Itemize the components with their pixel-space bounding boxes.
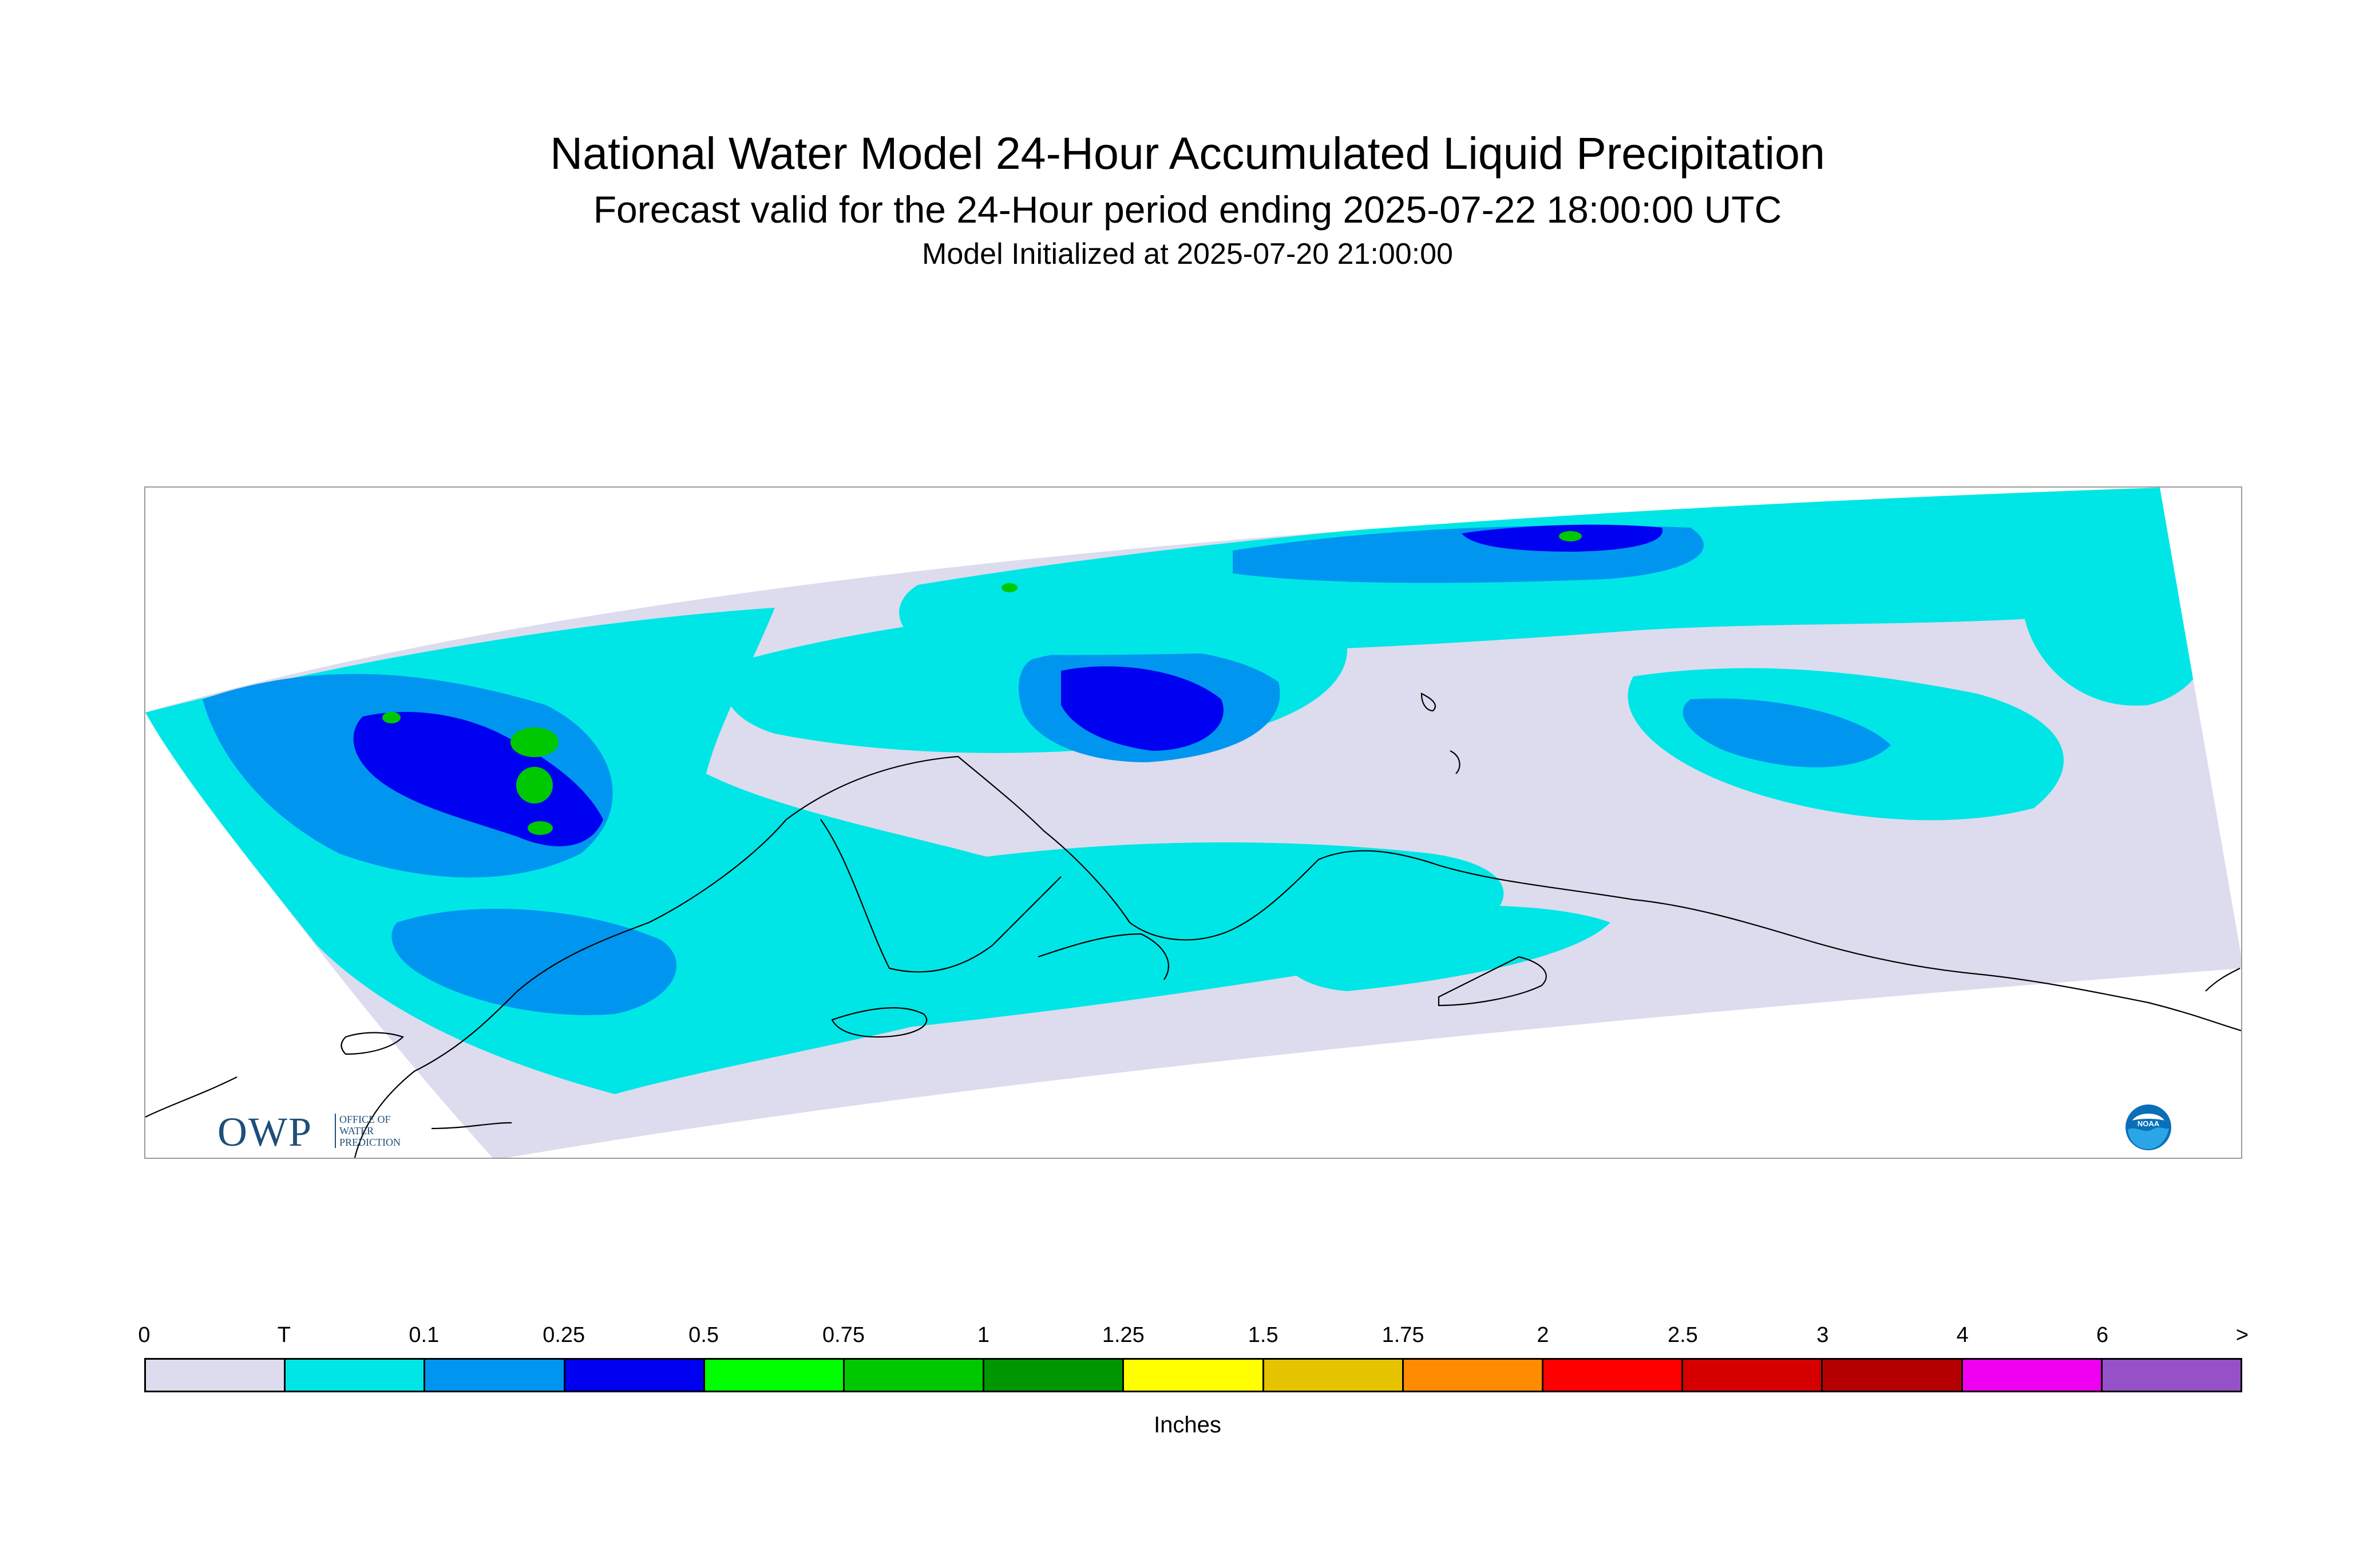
heavy-cell-2: [516, 767, 553, 803]
light-region-sw: [391, 909, 677, 1015]
owp-logo-line-1: OFFICE OF: [339, 1114, 391, 1125]
colorbar-swatch: [1683, 1360, 1823, 1391]
trace-region-south: [761, 842, 1504, 1037]
colorbar-swatch: [845, 1360, 985, 1391]
owp-logo-line-2: WATER: [339, 1125, 374, 1137]
moderate-region-central: [1061, 666, 1224, 751]
colorbar-tick-label: 0.5: [688, 1323, 719, 1347]
colorbar-tick-label: 0.1: [409, 1323, 440, 1347]
colorbar-tick-label: 1.5: [1248, 1323, 1278, 1347]
coastline: [145, 692, 2241, 1158]
colorbar-tick-label: 4: [1956, 1323, 1969, 1347]
precipitation-map: [144, 486, 2242, 1159]
colorbar-tick-label: 1.75: [1382, 1323, 1424, 1347]
precipitation-map-svg: [145, 488, 2241, 1158]
map-title: National Water Model 24-Hour Accumulated…: [550, 128, 1825, 179]
noaa-logo: NOAA: [2124, 1103, 2172, 1151]
owp-logo-subtitle: OFFICE OF WATER PREDICTION: [335, 1114, 401, 1148]
colorbar-tick-label: 3: [1816, 1323, 1829, 1347]
colorbar-swatch: [146, 1360, 286, 1391]
colorbar-swatch: [1543, 1360, 1684, 1391]
colorbar-swatch: [286, 1360, 426, 1391]
owp-logo-line-3: PREDICTION: [339, 1137, 401, 1148]
colorbar-units: Inches: [1154, 1412, 1221, 1438]
colorbar-tick-label: 1.25: [1102, 1323, 1145, 1347]
colorbar-tick-label: 2.5: [1667, 1323, 1698, 1347]
heavy-cell-5: [1559, 531, 1582, 541]
colorbar-tick-label: 0: [138, 1323, 151, 1347]
colorbar-swatch: [1403, 1360, 1544, 1391]
colorbar-swatch: [704, 1360, 845, 1391]
colorbar-tick-label: 1: [977, 1323, 989, 1347]
map-subtitle: Forecast valid for the 24-Hour period en…: [593, 188, 1782, 231]
heavy-cell-4: [528, 821, 553, 835]
model-init-time: Model Initialized at 2025-07-20 21:00:00: [922, 237, 1453, 271]
precip-field: [145, 488, 2209, 1094]
owp-logo: OWP OFFICE OF WATER PREDICTION: [217, 1109, 435, 1155]
colorbar-tick-label: >: [2235, 1323, 2249, 1347]
colorbar: [144, 1358, 2242, 1392]
colorbar-tick-label: 6: [2096, 1323, 2109, 1347]
noaa-logo-icon: NOAA: [2125, 1104, 2171, 1150]
owp-logo-mark: OWP: [217, 1109, 312, 1155]
trace-region-southeast: [1279, 905, 1610, 991]
colorbar-swatch: [2102, 1360, 2241, 1391]
colorbar-tick-label: 2: [1537, 1323, 1549, 1347]
heavy-cell-3: [382, 712, 401, 723]
colorbar-tick-label: 0.75: [822, 1323, 865, 1347]
moderate-region-west: [353, 711, 603, 846]
colorbar-swatch: [1962, 1360, 2103, 1391]
colorbar-swatch: [1124, 1360, 1264, 1391]
light-region-east: [1683, 698, 1891, 767]
colorbar-swatch: [425, 1360, 565, 1391]
colorbar-swatch: [1264, 1360, 1404, 1391]
colorbar-swatch: [1823, 1360, 1963, 1391]
colorbar-swatch: [565, 1360, 705, 1391]
colorbar-swatch: [984, 1360, 1125, 1391]
heavy-cell-6: [1002, 583, 1018, 592]
trace-region-east-2: [2020, 553, 2209, 706]
noaa-logo-text: NOAA: [2138, 1119, 2160, 1128]
colorbar-tick-label: T: [277, 1323, 291, 1347]
heavy-cell-1: [510, 727, 559, 757]
colorbar-tick-label: 0.25: [543, 1323, 585, 1347]
